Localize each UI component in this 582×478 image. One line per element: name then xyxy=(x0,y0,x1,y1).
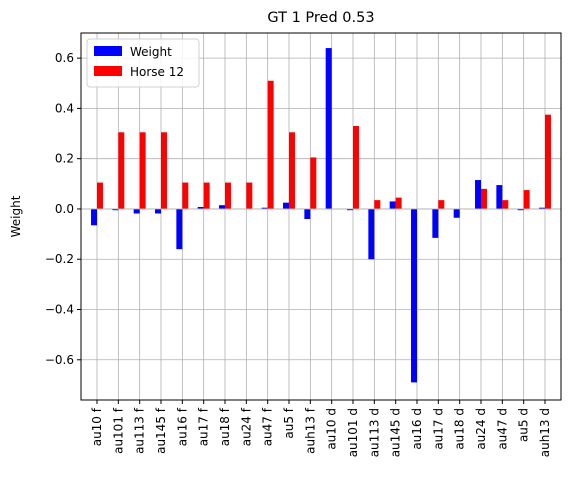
x-tick-label-5: au17 f xyxy=(197,407,211,446)
bar-horse-12-auh13-d xyxy=(545,114,551,209)
legend-label-weight: Weight xyxy=(130,45,172,59)
x-tick-label-21: auh13 d xyxy=(538,408,552,457)
bars xyxy=(91,48,551,383)
x-tick-label-10: auh13 f xyxy=(303,407,317,454)
x-tick-label-8: au47 f xyxy=(261,407,275,446)
bar-weight-au16-d xyxy=(411,208,417,383)
grid-lines xyxy=(81,33,561,400)
bar-horse-12-au101-d xyxy=(353,126,359,209)
legend-swatch-weight xyxy=(94,46,122,56)
bar-horse-12-au16-f xyxy=(182,182,189,209)
x-tick-label-9: au5 f xyxy=(282,407,296,438)
x-tick-label-20: au5 d xyxy=(517,408,531,442)
y-tick-label-6: 0.6 xyxy=(55,51,74,65)
bar-horse-12-au145-f xyxy=(161,132,167,209)
legend-label-horse-12: Horse 12 xyxy=(130,65,184,79)
x-tick-label-17: au18 d xyxy=(453,408,467,450)
plot-frame xyxy=(80,32,562,401)
x-tick-label-4: au16 f xyxy=(175,407,189,446)
x-tick-label-14: au145 d xyxy=(389,408,403,457)
x-tick-label-1: au101 f xyxy=(111,407,125,454)
y-tick-label-5: 0.4 xyxy=(55,101,74,115)
bar-weight-au101-d xyxy=(347,208,353,211)
bar-weight-au47-d xyxy=(496,185,503,209)
bar-weight-au17-f xyxy=(197,206,204,209)
x-tick-label-2: au113 f xyxy=(133,407,147,454)
legend-swatch-horse-12 xyxy=(94,66,122,76)
bar-horse-12-au145-d xyxy=(395,197,402,209)
bar-horse-12-au113-f xyxy=(139,132,146,209)
bar-weight-au10-f xyxy=(91,208,97,226)
bar-horse-12-au24-f xyxy=(246,182,253,209)
bar-weight-au5-d xyxy=(517,208,524,211)
bar-weight-auh13-f xyxy=(304,208,311,220)
x-tick-label-3: au145 f xyxy=(154,407,168,454)
bar-horse-12-au113-d xyxy=(374,200,381,209)
bar-weight-au18-f xyxy=(219,205,225,209)
x-tick-label-7: au24 f xyxy=(239,407,253,446)
bar-weight-au17-d xyxy=(432,208,439,238)
bar-weight-au18-d xyxy=(453,208,460,218)
chart-title: GT 1 Pred 0.53 xyxy=(267,10,374,26)
legend: Weight Horse 12 xyxy=(86,38,200,88)
bar-horse-12-au101-f xyxy=(118,132,125,209)
bar-horse-12-au5-f xyxy=(289,132,295,209)
bar-horse-12-au24-d xyxy=(481,188,487,209)
y-tick-label-0: −0.6 xyxy=(45,353,74,367)
bar-weight-au47-f xyxy=(261,207,268,209)
bar-horse-12-au5-d xyxy=(523,190,530,209)
bar-weight-au145-f xyxy=(155,208,161,214)
x-tick-label-15: au16 d xyxy=(410,408,424,450)
x-tick-label-11: au10 d xyxy=(325,408,339,450)
x-tick-label-13: au113 d xyxy=(367,408,381,457)
y-axis-ticks: −0.6 −0.4 −0.2 0.0 0.2 0.4 0.6 xyxy=(45,51,81,367)
y-tick-label-1: −0.4 xyxy=(45,303,74,317)
x-tick-label-0: au10 f xyxy=(90,407,104,446)
y-tick-label-3: 0.0 xyxy=(55,202,74,216)
bar-weight-au24-d xyxy=(475,180,481,209)
bar-weight-au145-d xyxy=(389,201,396,209)
bar-horse-12-au17-d xyxy=(438,200,445,209)
x-tick-label-16: au17 d xyxy=(431,408,445,450)
bar-weight-au5-f xyxy=(283,202,289,209)
x-tick-label-18: au24 d xyxy=(474,408,488,450)
bar-horse-12-au47-d xyxy=(502,200,509,209)
bar-weight-au113-f xyxy=(133,208,140,214)
x-axis-ticks: au10 f au101 f au113 f au145 f au16 f au17 f a… xyxy=(90,400,552,457)
y-axis-label: Weight xyxy=(9,195,23,237)
bar-horse-12-au17-f xyxy=(203,182,210,209)
y-tick-label-4: 0.2 xyxy=(55,152,74,166)
bar-horse-12-auh13-f xyxy=(310,157,317,209)
bar-weight-au101-f xyxy=(112,208,119,211)
x-tick-label-6: au18 f xyxy=(218,407,232,446)
bar-weight-auh13-d xyxy=(539,207,545,209)
bar-weight-au10-d xyxy=(325,48,332,209)
bar-horse-12-au47-f xyxy=(267,80,274,209)
bar-horse-12-au10-f xyxy=(97,182,103,209)
y-tick-label-2: −0.2 xyxy=(45,252,74,266)
x-tick-label-19: au47 d xyxy=(495,408,509,450)
bar-horse-12-au18-f xyxy=(225,182,231,209)
bar-weight-au113-d xyxy=(368,208,375,260)
bar-weight-au16-f xyxy=(176,208,183,250)
x-tick-label-12: au101 d xyxy=(346,408,360,457)
